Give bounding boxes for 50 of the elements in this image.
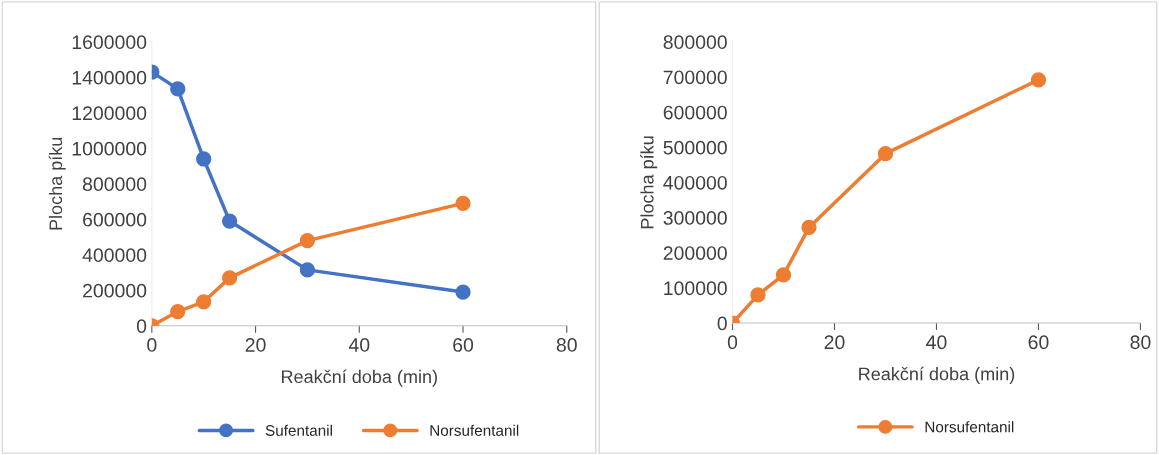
y-tick-label: 200000 [83, 283, 147, 298]
x-tick-label: 40 [926, 335, 947, 350]
point [221, 213, 238, 229]
point [750, 287, 766, 303]
x-tick-label: 0 [147, 338, 157, 352]
y-tick-label: 1600000 [72, 35, 147, 50]
point [877, 145, 894, 162]
y-tick-label: 0 [136, 319, 147, 334]
y-tick-label: 400000 [663, 175, 727, 190]
point [299, 232, 316, 249]
point [1030, 72, 1047, 88]
x-axis-title: Reakční doba (min) [282, 369, 437, 387]
x-tick-label: 20 [824, 335, 845, 350]
legend-label: Norsufentanil [430, 424, 519, 436]
x-tick-label: 0 [727, 335, 738, 350]
y-axis-title: Plocha píku [640, 136, 658, 229]
x-tick-label: 20 [245, 338, 266, 352]
x-tick-label: 60 [453, 338, 474, 352]
x-tick-label: 40 [348, 338, 370, 352]
y-tick-label: 800000 [82, 177, 147, 192]
y-tick-label: 0 [717, 316, 727, 331]
point [221, 270, 238, 286]
legend-label: Norsufentanil [925, 421, 1014, 433]
y-axis-title: Plocha píku [48, 137, 66, 230]
x-tick-label: 60 [1028, 335, 1049, 350]
y-tick-label: 1400000 [72, 70, 147, 85]
legend-label: Sufentanil [265, 424, 332, 436]
point [196, 151, 212, 167]
y-tick-label: 1200000 [72, 106, 147, 121]
y-tick-label: 1000000 [72, 141, 147, 156]
x-axis-title: Reakční doba (min) [859, 366, 1015, 384]
y-tick-label: 500000 [663, 140, 727, 155]
point [299, 262, 316, 278]
point [801, 219, 817, 236]
y-tick-label: 700000 [663, 70, 727, 85]
point [170, 303, 186, 320]
y-tick-label: 800000 [663, 35, 727, 50]
y-tick-label: 300000 [663, 211, 727, 225]
y-tick-label: 100000 [664, 281, 727, 296]
point [775, 267, 792, 283]
y-tick-label: 600000 [663, 105, 727, 120]
y-tick-label: 600000 [83, 212, 147, 227]
x-tick-label: 80 [556, 338, 577, 352]
x-tick-label: 80 [1130, 335, 1151, 350]
point [170, 81, 186, 97]
y-tick-label: 400000 [82, 248, 147, 263]
point [455, 195, 471, 211]
y-tick-label: 200000 [663, 246, 727, 260]
point [455, 284, 471, 300]
point [196, 294, 212, 310]
